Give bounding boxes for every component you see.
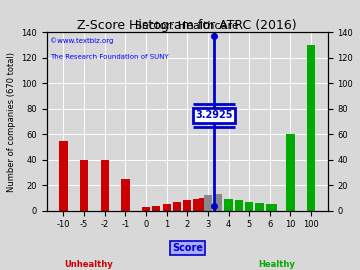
Bar [142,207,150,211]
Bar [173,202,181,211]
Bar [193,199,202,211]
Text: ©www.textbiz.org: ©www.textbiz.org [50,38,113,45]
Text: Sector: Healthcare: Sector: Healthcare [135,21,239,31]
Title: Z-Score Histogram for ATRC (2016): Z-Score Histogram for ATRC (2016) [77,19,297,32]
Bar [224,199,233,211]
Text: Healthy: Healthy [258,261,296,269]
Bar [199,198,207,211]
Bar [286,134,294,211]
Bar [245,202,253,211]
Text: Score: Score [172,243,203,253]
Text: The Research Foundation of SUNY: The Research Foundation of SUNY [50,54,168,60]
Text: 3.2925: 3.2925 [195,110,233,120]
Bar [204,195,212,211]
Bar [152,205,161,211]
Text: Unhealthy: Unhealthy [65,261,113,269]
Y-axis label: Number of companies (670 total): Number of companies (670 total) [7,52,16,191]
Bar [162,204,171,211]
Bar [214,194,222,211]
Bar [307,45,315,211]
Bar [80,160,88,211]
Bar [307,200,315,211]
Bar [266,204,274,211]
Bar [100,160,109,211]
Bar [255,203,264,211]
Bar [59,141,68,211]
Bar [235,200,243,211]
Bar [183,200,192,211]
Bar [121,179,130,211]
Bar [268,204,276,211]
